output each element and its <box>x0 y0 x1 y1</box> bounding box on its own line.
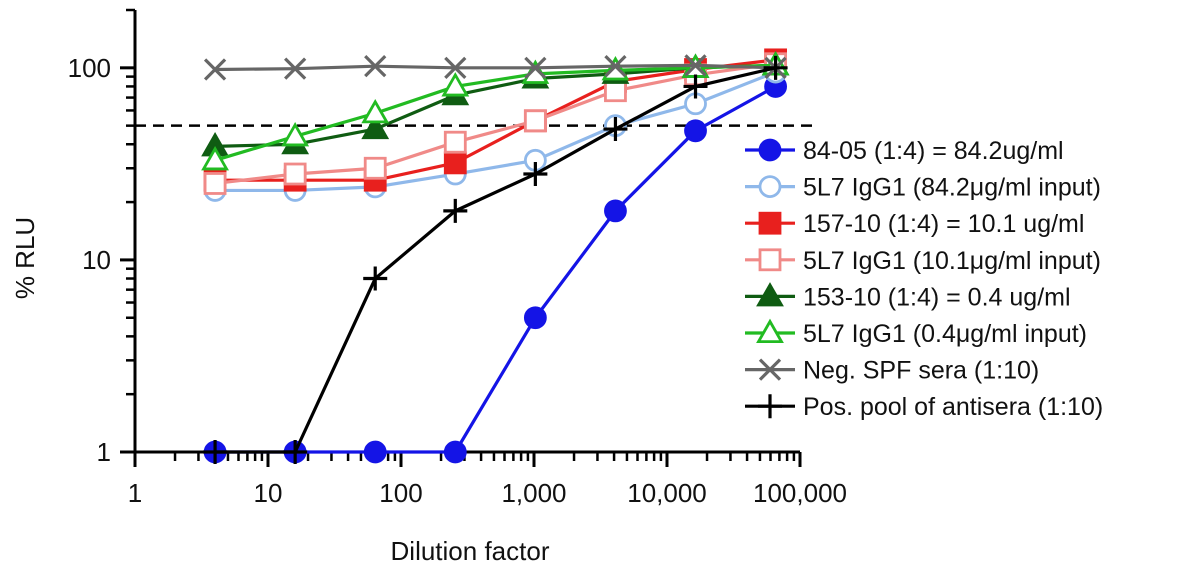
legend-item-5: 5L7 IgG1 (0.4μg/ml input) <box>745 318 1087 348</box>
x-axis-title: Dilution factor <box>391 536 550 566</box>
legend-item-2: 157-10 (1:4) = 10.1 ug/ml <box>745 210 1084 238</box>
legend-label: 5L7 IgG1 (84.2μg/ml input) <box>803 174 1101 202</box>
data-point <box>444 56 467 79</box>
data-point <box>603 117 628 142</box>
y-tick-label: 1 <box>97 437 111 467</box>
series-0 <box>203 75 787 464</box>
series-layer <box>201 48 790 464</box>
data-point <box>201 145 229 171</box>
data-point <box>363 156 387 180</box>
data-point <box>284 57 307 80</box>
legend-item-3: 5L7 IgG1 (10.1μg/ml input) <box>745 247 1101 275</box>
x-tick-label: 1 <box>128 478 142 508</box>
legend-label: 157-10 (1:4) = 10.1 ug/ml <box>803 210 1084 238</box>
data-point <box>523 162 548 187</box>
data-point <box>523 306 547 330</box>
x-tick-label: 10,000 <box>627 478 707 508</box>
legend-marker <box>758 394 782 419</box>
y-tick-label: 100 <box>68 53 111 83</box>
legend-marker <box>756 318 784 344</box>
data-point <box>283 440 308 464</box>
data-point <box>361 98 390 124</box>
legend-label: 5L7 IgG1 (0.4μg/ml input) <box>803 320 1087 348</box>
x-tick-label: 1,000 <box>501 478 566 508</box>
legend-item-0: 84-05 (1:4) = 84.2ug/ml <box>745 137 1064 165</box>
data-point <box>283 162 307 186</box>
series-line <box>215 85 777 454</box>
data-point <box>361 114 390 140</box>
y-axis-title: % RLU <box>10 217 40 299</box>
data-point <box>203 440 228 464</box>
y-tick-label: 10 <box>82 245 111 275</box>
legend-label: 84-05 (1:4) = 84.2ug/ml <box>803 137 1064 165</box>
legend-marker <box>756 282 784 307</box>
legend-item-1: 5L7 IgG1 (84.2μg/ml input) <box>745 174 1101 202</box>
legend-label: 153-10 (1:4) = 0.4 ug/ml <box>803 283 1071 311</box>
axes: 1 10 100 1,000 10,000 100,000 1 10 100 <box>68 8 847 508</box>
data-point <box>443 440 467 464</box>
data-point <box>684 119 707 143</box>
x-tick-label: 100 <box>379 478 422 508</box>
series-line <box>215 63 776 72</box>
data-point <box>281 121 310 147</box>
data-point <box>443 151 467 175</box>
legend-item-7: Pos. pool of antisera (1:10) <box>745 393 1103 421</box>
data-point <box>203 58 227 81</box>
data-point <box>443 130 467 154</box>
legend-marker <box>758 138 782 162</box>
legend-label: Neg. SPF sera (1:10) <box>803 357 1039 385</box>
data-point <box>604 199 627 223</box>
x-tick-label: 10 <box>254 478 283 508</box>
data-point <box>364 55 387 78</box>
legend-marker <box>758 175 782 199</box>
data-point <box>203 172 227 195</box>
data-point <box>363 440 387 464</box>
data-point <box>523 109 547 133</box>
series-7 <box>203 55 788 464</box>
data-point <box>443 198 468 223</box>
series-line <box>215 70 777 193</box>
legend-label: Pos. pool of antisera (1:10) <box>803 393 1103 421</box>
data-point <box>524 56 547 79</box>
data-point <box>683 74 708 99</box>
data-point <box>604 55 627 78</box>
legend-label: 5L7 IgG1 (10.1μg/ml input) <box>803 247 1101 275</box>
legend-marker <box>758 358 782 381</box>
series-line <box>215 58 776 182</box>
data-point <box>441 72 470 97</box>
legend-item-6: Neg. SPF sera (1:10) <box>745 357 1039 385</box>
legend: 84-05 (1:4) = 84.2ug/ml 5L7 IgG1 (84.2μg/… <box>745 137 1103 421</box>
x-tick-label: 100,000 <box>753 478 847 508</box>
series-line <box>214 63 776 162</box>
data-point <box>684 54 707 77</box>
legend-item-4: 153-10 (1:4) = 0.4 ug/ml <box>745 282 1071 311</box>
series-line <box>215 66 776 454</box>
legend-marker <box>758 211 782 235</box>
data-point <box>763 55 788 80</box>
data-point <box>363 266 388 291</box>
legend-marker <box>758 248 782 272</box>
